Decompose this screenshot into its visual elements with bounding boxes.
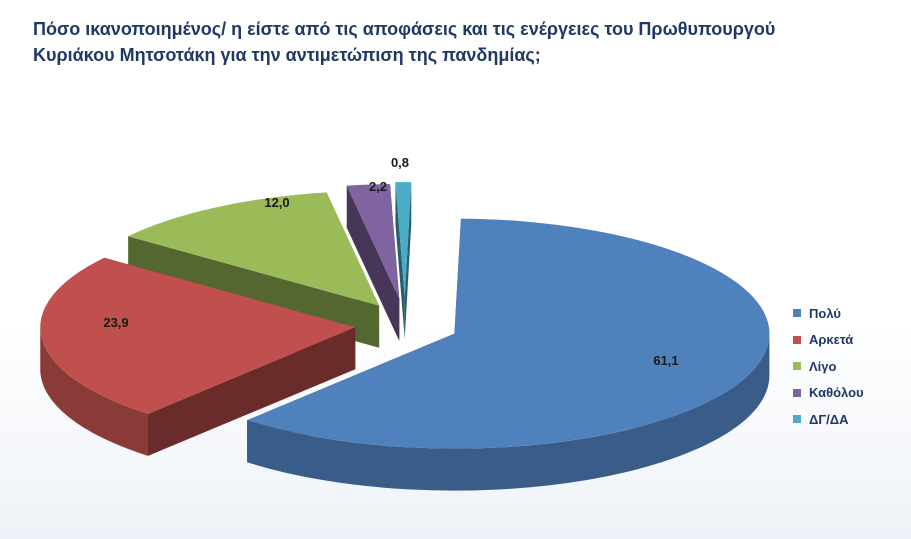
data-label-dg-da: 0,8 — [391, 155, 409, 170]
data-label-ligo: 12,0 — [264, 195, 289, 210]
legend-swatch-katholou — [793, 388, 801, 397]
slice-arketa — [40, 257, 356, 456]
chart-title: Πόσο ικανοποιημένος/ η είστε από τις απο… — [33, 16, 893, 68]
legend-item-ligo: Λίγο — [793, 353, 864, 380]
slice-katholou-top — [346, 184, 400, 300]
data-label-poly: 61,1 — [653, 353, 678, 368]
slice-poly — [247, 218, 770, 491]
legend-item-katholou: Καθόλου — [793, 380, 864, 407]
chart-title-line-1: Πόσο ικανοποιημένος/ η είστε από τις απο… — [33, 19, 776, 39]
data-label-katholou: 2,2 — [369, 179, 387, 194]
legend-label-poly: Πολύ — [809, 305, 841, 321]
chart-legend: Πολύ Αρκετά Λίγο Καθόλου ΔΓ/ΔΑ — [793, 300, 864, 433]
data-labels: 61,1 23,9 12,0 2,2 0,8 — [103, 155, 678, 368]
chart-title-line-2: Κυριάκου Μητσοτάκη για την αντιμετώπιση … — [33, 45, 541, 65]
data-label-arketa: 23,9 — [103, 315, 128, 330]
legend-swatch-poly — [793, 309, 801, 318]
legend-item-dg-da: ΔΓ/ΔΑ — [793, 406, 864, 433]
legend-swatch-ligo — [793, 362, 801, 371]
legend-label-dg-da: ΔΓ/ΔΑ — [809, 411, 849, 427]
legend-label-ligo: Λίγο — [809, 358, 837, 374]
slice-dg-da-wall-start — [395, 182, 405, 340]
legend-label-katholou: Καθόλου — [809, 385, 864, 401]
slice-dg-da — [395, 182, 412, 340]
legend-swatch-dg-da — [793, 415, 801, 424]
slice-katholou-wall-start — [346, 185, 400, 342]
legend-label-arketa: Αρκετά — [809, 332, 854, 348]
legend-swatch-arketa — [793, 335, 801, 344]
pie-slices — [40, 182, 770, 491]
slice-ligo-top — [128, 192, 380, 306]
slice-arketa-side-0 — [40, 327, 148, 456]
slice-arketa-top — [40, 257, 356, 414]
legend-item-poly: Πολύ — [793, 300, 864, 327]
slice-dg-da-wall-end — [404, 182, 412, 340]
slice-arketa-wall-start — [147, 327, 356, 456]
legend-item-arketa: Αρκετά — [793, 327, 864, 354]
slice-katholou — [346, 184, 400, 342]
slice-dg-da-top — [395, 182, 412, 298]
slice-poly-top — [247, 218, 770, 449]
slice-poly-side-0 — [247, 333, 770, 491]
